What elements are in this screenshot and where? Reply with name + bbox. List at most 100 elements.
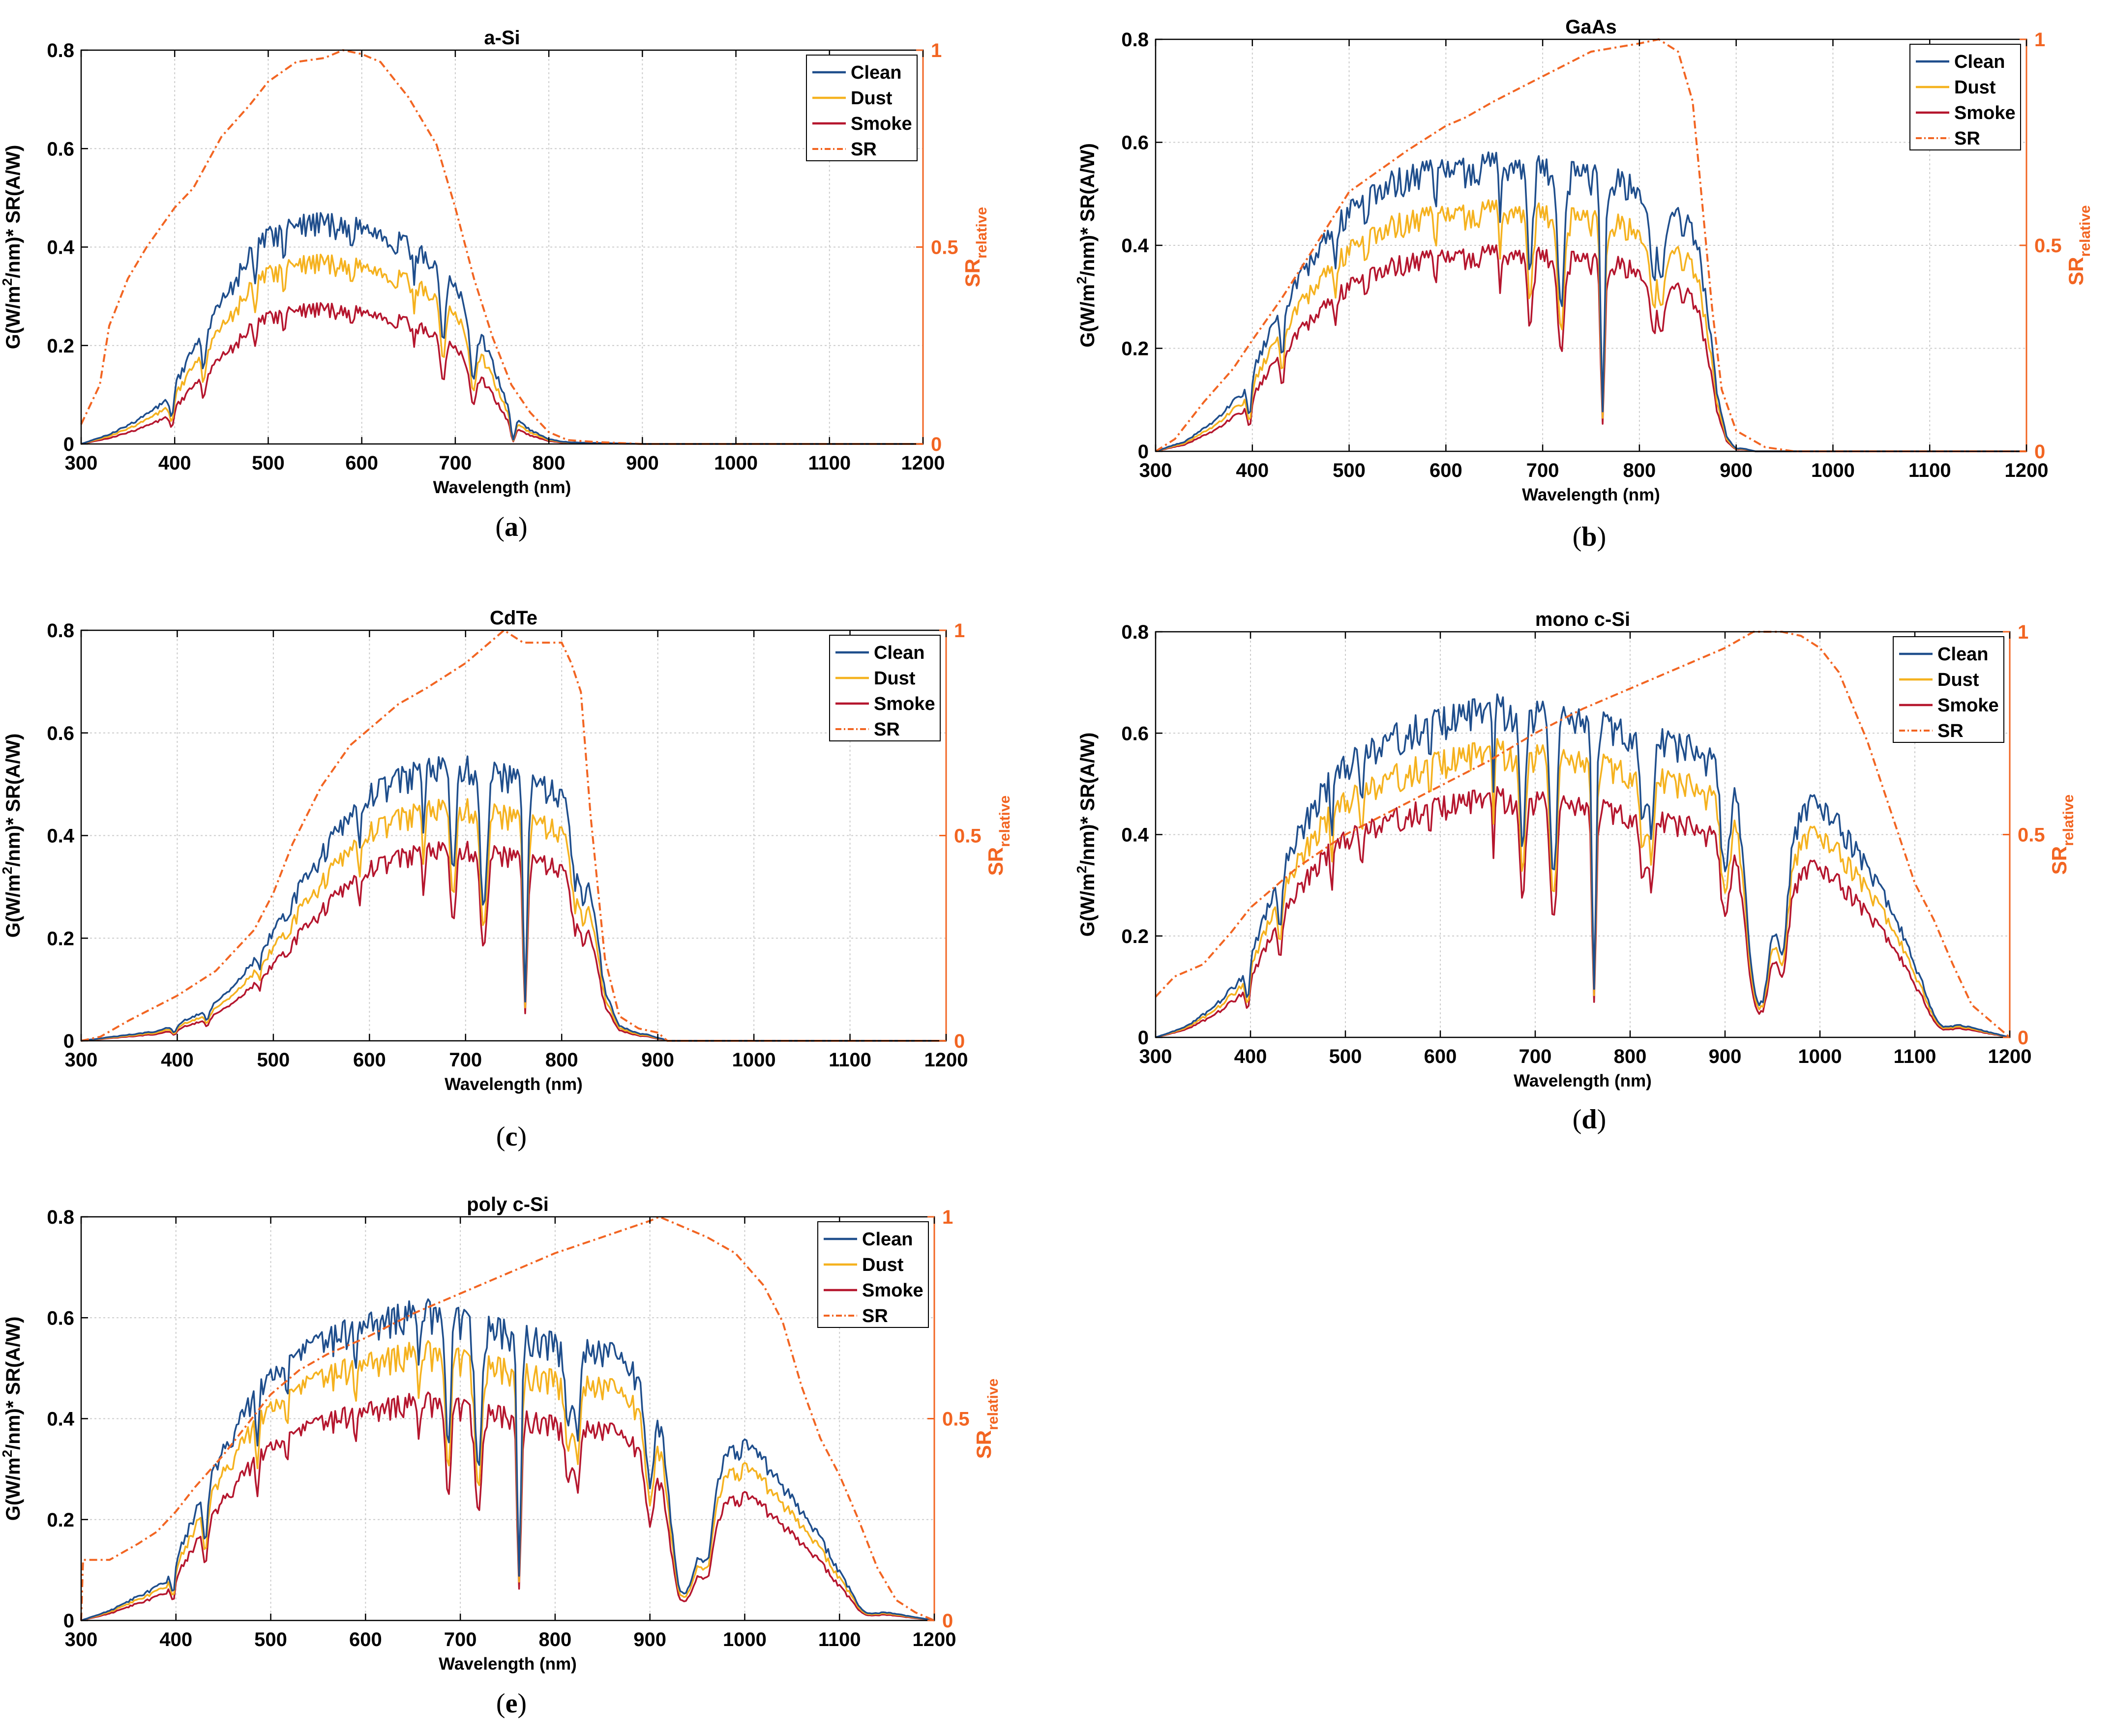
legend-smoke-label: Smoke [1954,103,2016,123]
sr-tick-label: 0.5 [954,825,982,847]
y-axis-label: G(W/m2/nm)* SR(A/W) [1074,143,1099,348]
panel-caption: (c) [496,1121,527,1152]
y-tick-label: 0.8 [1121,621,1149,643]
x-axis-label: Wavelength (nm) [1522,485,1660,504]
sr-tick-label: 1 [954,620,965,642]
x-tick-label: 800 [533,452,566,474]
panel-c: 300 400 500 600 700 800 900 1000 1100 120000.20.4… [0,607,1013,1152]
sr-tick-label: 0.5 [2018,824,2045,846]
y-tick-label: 0 [63,1030,74,1052]
legend: Clean Dust Smoke SR [1893,636,2004,743]
x-tick-label: 1000 [1798,1046,1842,1067]
sr-tick-label: 0 [954,1030,965,1052]
legend-dust-label: Dust [874,668,916,689]
y-tick-label: 0.6 [1121,132,1149,154]
x-axis-label: Wavelength (nm) [439,1654,577,1674]
series-smoke-line [81,302,923,445]
x-tick-label: 600 [345,452,378,474]
x-tick-label: 500 [254,1629,287,1650]
sr-tick-label: 1 [942,1206,953,1228]
legend-sr-label: SR [851,139,877,160]
y-tick-label: 0.8 [47,620,74,642]
chart-title: a-Si [484,27,520,49]
y-tick-label: 0 [1138,1027,1149,1049]
series-dust-line [1155,738,2010,1038]
x-tick-label: 700 [1519,1046,1552,1067]
legend-sr-label: SR [874,719,900,740]
y-tick-label: 0.2 [47,335,74,357]
y-tick-label: 0.4 [1121,235,1149,257]
x-tick-label: 1100 [808,452,851,474]
x-tick-label: 400 [158,452,191,474]
legend-dust-label: Dust [1937,670,1979,690]
y-axis-label: G(W/m2/nm)* SR(A/W) [0,1317,24,1521]
x-tick-label: 1200 [2005,460,2049,481]
series-smoke-line [81,1391,935,1621]
sr-axis-label: SRrelative [2064,205,2093,285]
y-tick-label: 0.4 [47,237,74,259]
series-dust-line [1155,199,2026,452]
series-smoke-line [1155,786,2010,1038]
x-tick-label: 400 [161,1049,194,1071]
legend-sr-label: SR [1954,128,1980,149]
x-tick-label: 900 [626,452,659,474]
x-tick-label: 900 [633,1629,666,1650]
panel-caption: (e) [496,1688,527,1719]
legend-clean-label: Clean [851,62,901,83]
x-tick-label: 900 [1720,460,1753,481]
x-tick-label: 600 [353,1049,386,1071]
series-dust-line [81,253,923,445]
y-tick-label: 0.6 [47,723,74,744]
y-tick-label: 0.2 [1121,926,1149,947]
x-tick-label: 800 [1614,1046,1647,1067]
sr-tick-label: 0 [2034,441,2045,463]
x-tick-label: 1100 [818,1629,861,1650]
x-tick-label: 1100 [1908,460,1951,481]
x-tick-label: 1200 [901,452,945,474]
y-tick-label: 0 [63,1610,74,1632]
y-tick-label: 0.2 [47,1509,74,1531]
panel-caption: (b) [1573,522,1606,552]
legend-dust-label: Dust [851,88,893,109]
chart-title: poly c-Si [467,1194,549,1215]
series-clean-line [1155,151,2026,452]
x-tick-label: 500 [1333,460,1366,481]
grid [1155,631,2010,1038]
legend-clean-label: Clean [874,643,924,663]
sr-tick-label: 0.5 [931,237,958,259]
legend-smoke-label: Smoke [874,694,935,714]
series-clean-line [1155,693,2010,1038]
y-tick-label: 0.4 [47,825,74,847]
legend-sr-label: SR [1937,721,1964,741]
x-tick-label: 700 [1526,460,1559,481]
sr-tick-label: 0 [942,1610,953,1632]
legend: Clean Dust Smoke SR [1909,44,2021,150]
series-clean-line [81,212,923,445]
y-tick-label: 0.4 [47,1409,74,1430]
x-tick-label: 300 [65,452,98,474]
series-sr-line [80,49,923,445]
legend-dust-label: Dust [862,1255,904,1275]
y-tick-label: 0 [63,434,74,455]
chart-title: CdTe [490,607,537,629]
sr-tick-label: 0.5 [942,1409,970,1430]
sr-axis-label: SRrelative [972,1379,1001,1459]
x-tick-label: 1000 [714,452,758,474]
legend-dust-label: Dust [1954,77,1996,98]
legend-clean-label: Clean [1954,52,2005,72]
sr-tick-label: 0.5 [2034,235,2062,257]
x-tick-label: 600 [349,1629,382,1650]
x-tick-label: 400 [1236,460,1269,481]
x-tick-label: 300 [65,1629,98,1650]
x-tick-label: 600 [1424,1046,1457,1067]
x-tick-label: 300 [65,1049,98,1071]
x-tick-label: 800 [539,1629,572,1650]
sr-tick-label: 1 [2034,29,2045,51]
x-tick-label: 900 [1709,1046,1742,1067]
x-tick-label: 500 [257,1049,290,1071]
series-sr-line [1155,38,2026,452]
legend: Clean Dust Smoke SR [829,635,941,741]
legend-smoke-label: Smoke [851,114,912,134]
panel-d: 300 400 500 600 700 800 900 1000 1100 120000.20.4… [1074,609,2077,1135]
legend-clean-label: Clean [862,1229,913,1250]
